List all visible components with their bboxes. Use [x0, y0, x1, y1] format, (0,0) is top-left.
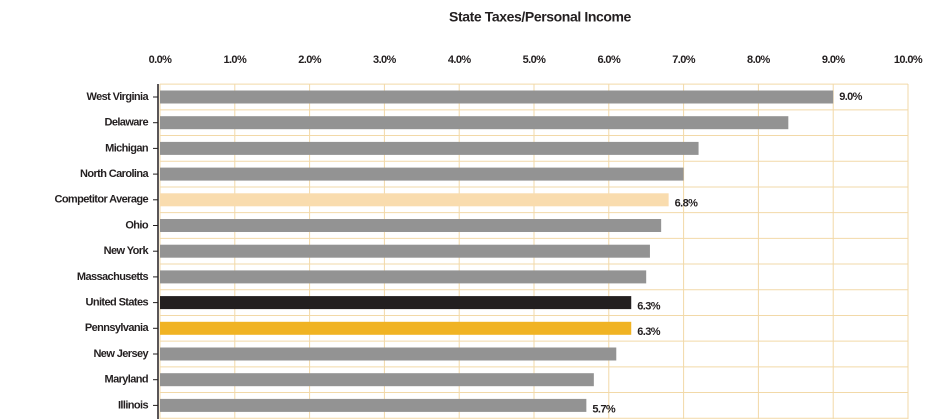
y-tick-label: United States [86, 297, 149, 309]
x-tick-label: 3.0% [373, 54, 396, 66]
x-tick-label: 4.0% [448, 54, 471, 66]
x-tick-label: 1.0% [223, 54, 246, 66]
y-tick-label: Pennsylvania [85, 322, 150, 334]
x-tick-label: 5.0% [523, 54, 546, 66]
y-tick-label: Illinois [118, 399, 149, 411]
bar [160, 244, 650, 258]
y-tick-label: Massachusetts [77, 271, 149, 283]
y-tick-label: North Carolina [80, 168, 149, 180]
y-tick-label: West Virginia [87, 91, 150, 103]
x-tick-label: 9.0% [822, 54, 845, 66]
bar [160, 141, 699, 155]
y-tick-label: Ohio [125, 219, 149, 231]
value-label: 9.0% [839, 91, 862, 103]
bar [160, 219, 662, 232]
y-tick-label: New Jersey [93, 348, 149, 360]
y-tick-label: Michigan [105, 142, 149, 154]
bar [160, 398, 587, 412]
bar [160, 270, 647, 284]
bar [160, 90, 834, 104]
bar [160, 167, 684, 181]
bar [160, 373, 594, 387]
x-tick-label: 0.0% [149, 54, 172, 66]
chart-title: State Taxes/Personal Income [449, 9, 632, 25]
bar [160, 296, 632, 310]
x-tick-label: 6.0% [597, 54, 620, 66]
bar [160, 347, 617, 361]
bar [160, 193, 669, 207]
y-tick-label: Maryland [105, 374, 149, 386]
bar [160, 321, 632, 335]
bar [160, 116, 789, 130]
value-label: 5.7% [592, 403, 615, 415]
value-label: 6.3% [637, 326, 660, 338]
value-label: 6.3% [637, 301, 660, 313]
y-tick-label: Competitor Average [54, 194, 148, 206]
value-label: 6.8% [675, 198, 698, 210]
x-tick-label: 8.0% [747, 54, 770, 66]
x-tick-label: 7.0% [672, 54, 695, 66]
x-tick-label: 2.0% [298, 54, 321, 66]
y-tick-label: Delaware [104, 117, 148, 129]
x-tick-label: 10.0% [894, 54, 923, 66]
y-tick-label: New York [104, 245, 150, 257]
